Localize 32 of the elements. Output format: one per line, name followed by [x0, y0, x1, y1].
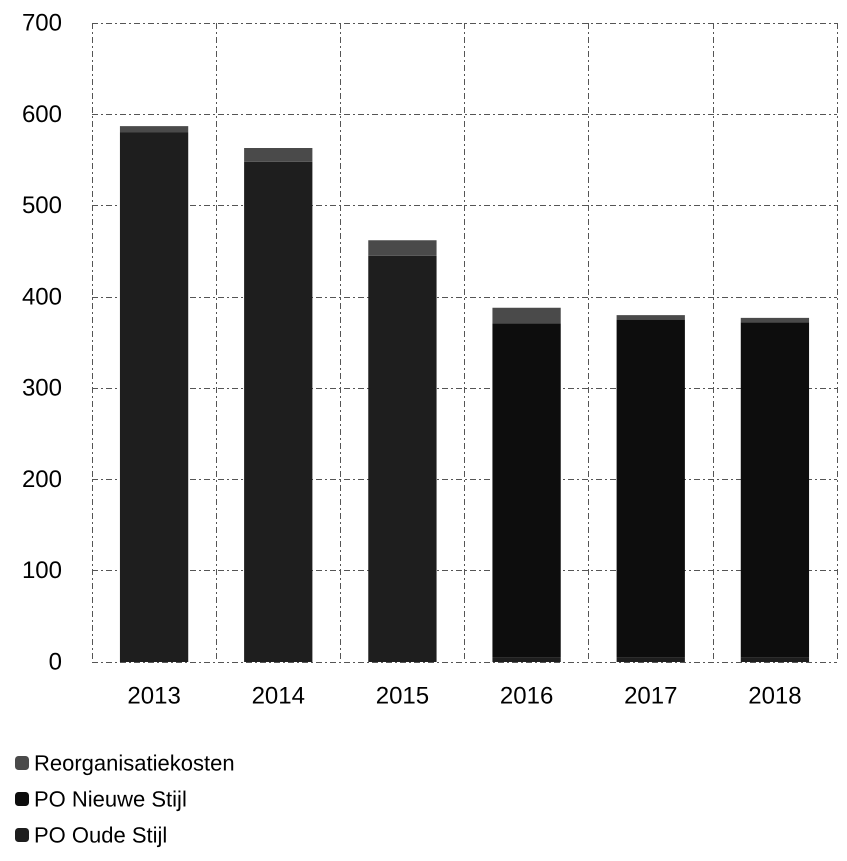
bar: [492, 657, 561, 662]
bar: [244, 162, 312, 662]
bar: [368, 256, 437, 662]
bar: [120, 126, 188, 133]
y-tick-label: 600: [22, 100, 62, 128]
x-tick-label: 2015: [376, 682, 430, 710]
x-tick-label: 2014: [252, 682, 305, 710]
bar: [492, 323, 561, 658]
legend-label: PO Nieuwe Stijl: [34, 786, 187, 812]
y-tick-label: 700: [22, 10, 62, 36]
bar: [120, 132, 188, 662]
bar: [740, 657, 810, 662]
y-tick-label: 400: [22, 283, 62, 310]
x-tick-label: 2018: [748, 682, 802, 710]
bar: [244, 148, 312, 162]
legend-label: Reorganisatiekosten: [34, 750, 235, 776]
bar: [740, 322, 810, 658]
y-tick-label: 100: [22, 557, 62, 584]
y-tick-label: 200: [22, 466, 62, 493]
x-tick-label: 2017: [624, 682, 678, 710]
bar: [492, 308, 561, 324]
x-tick-label: 2013: [127, 682, 181, 710]
legend-label: PO Oude Stijl: [34, 822, 168, 848]
y-tick-label: 0: [48, 648, 62, 676]
y-tick-label: 300: [22, 374, 62, 402]
bar: [616, 320, 685, 658]
bar: [368, 240, 437, 256]
bar: [616, 657, 685, 662]
bar: [740, 318, 810, 322]
bar: [616, 315, 685, 320]
x-tick-label: 2016: [500, 682, 554, 710]
y-tick-label: 500: [22, 192, 62, 220]
